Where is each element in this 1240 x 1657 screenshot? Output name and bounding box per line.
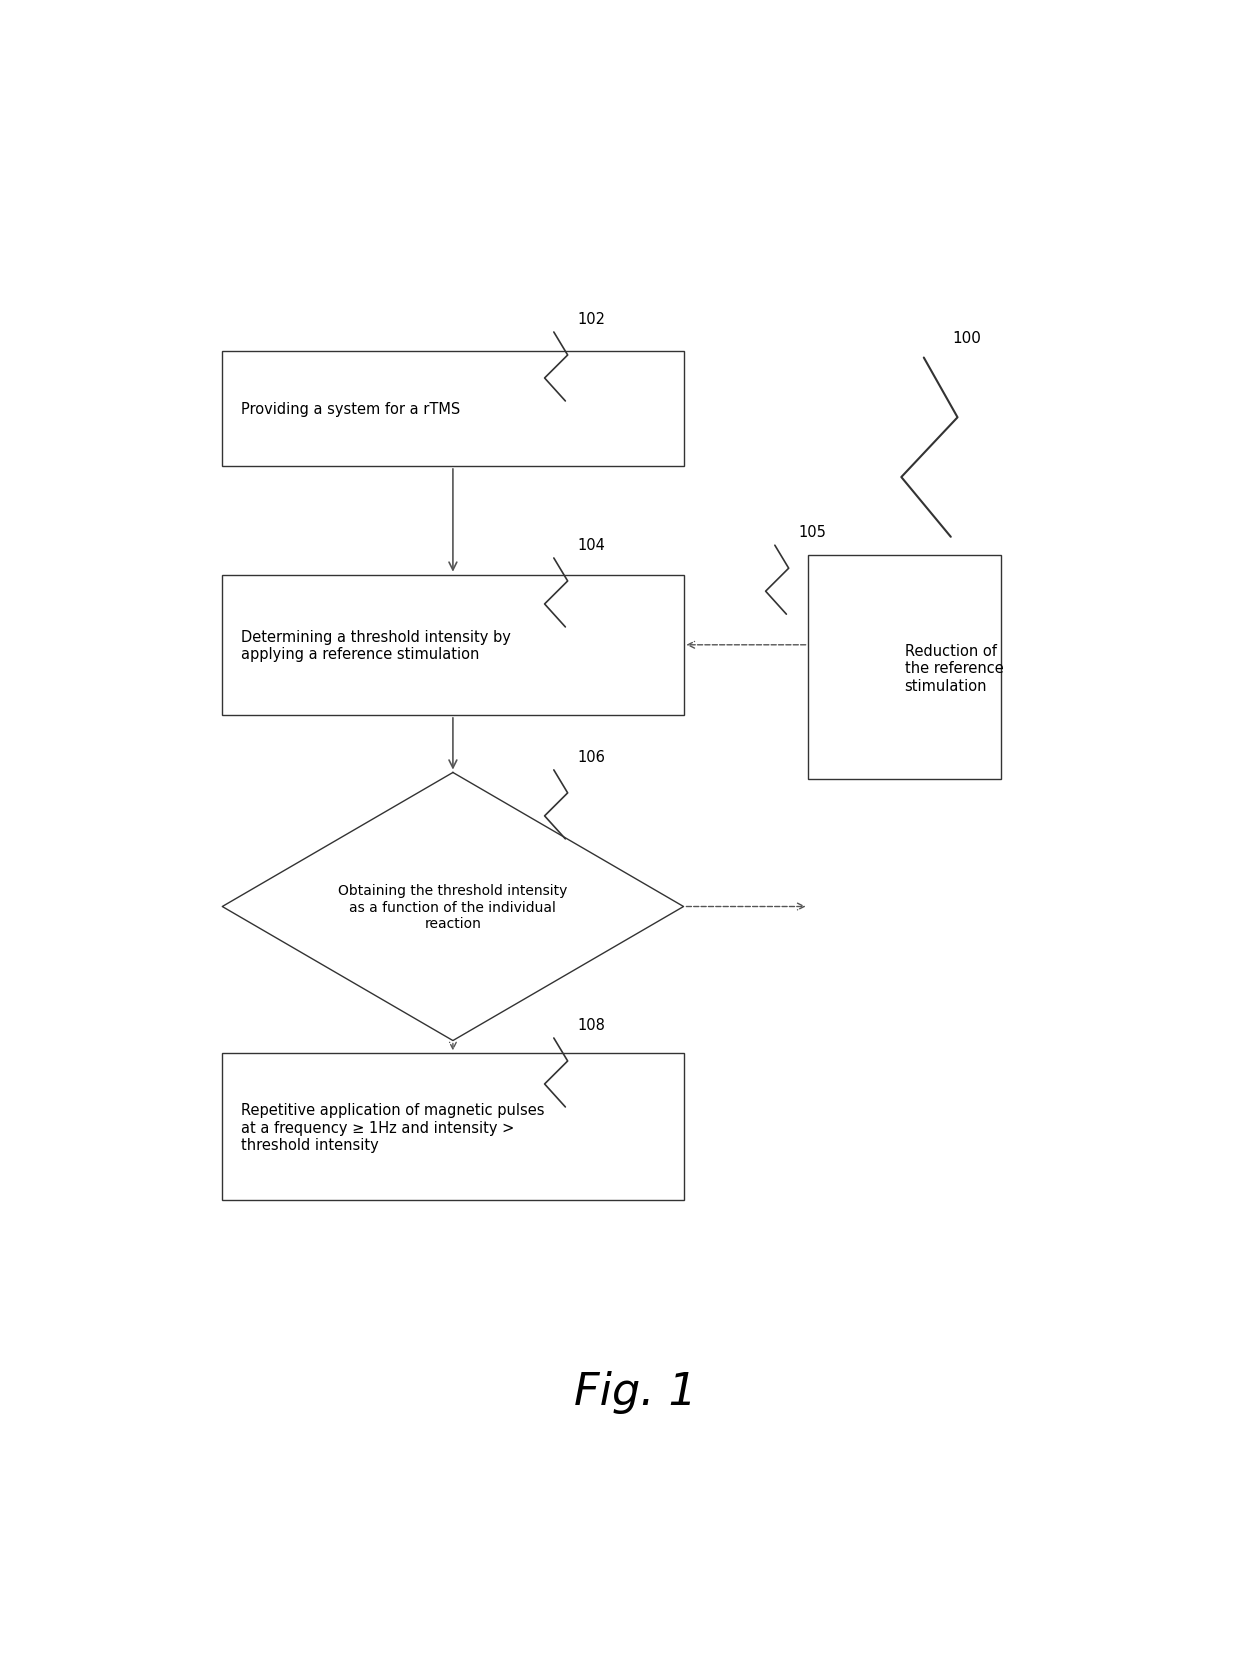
FancyBboxPatch shape [808, 557, 1001, 779]
Text: Obtaining the threshold intensity
as a function of the individual
reaction: Obtaining the threshold intensity as a f… [339, 883, 568, 930]
Text: 108: 108 [578, 1017, 605, 1032]
Text: 102: 102 [578, 312, 606, 326]
Text: Providing a system for a rTMS: Providing a system for a rTMS [242, 403, 461, 418]
Text: 100: 100 [952, 331, 982, 346]
Text: 104: 104 [578, 537, 605, 552]
FancyBboxPatch shape [222, 575, 683, 716]
Text: Determining a threshold intensity by
applying a reference stimulation: Determining a threshold intensity by app… [242, 630, 511, 661]
Text: Repetitive application of magnetic pulses
at a frequency ≥ 1Hz and intensity >
t: Repetitive application of magnetic pulse… [242, 1104, 546, 1153]
FancyBboxPatch shape [222, 1054, 683, 1200]
Polygon shape [222, 772, 683, 1041]
Text: 106: 106 [578, 749, 605, 764]
Text: Fig. 1: Fig. 1 [574, 1370, 697, 1413]
FancyBboxPatch shape [222, 351, 683, 467]
Text: 105: 105 [799, 525, 827, 540]
Text: Reduction of
the reference
stimulation: Reduction of the reference stimulation [905, 643, 1003, 693]
